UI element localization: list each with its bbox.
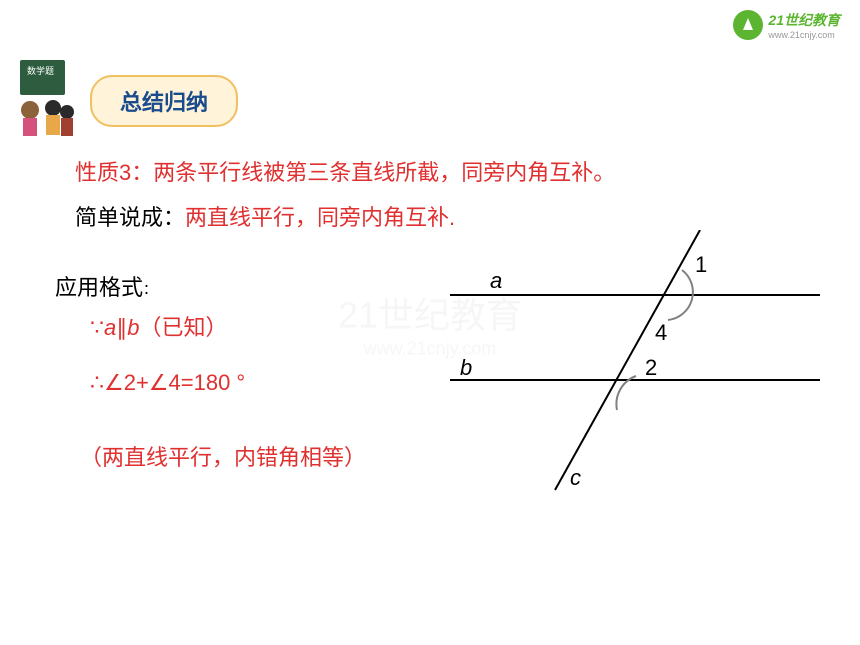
label-c: c: [570, 465, 581, 490]
logo: 21世纪教育 www.21cnjy.com: [733, 10, 840, 40]
svg-text:数学题: 数学题: [27, 65, 54, 76]
parallel-symbol: ∥: [116, 315, 127, 340]
proof-line-1: ∵a∥b（已知）: [90, 310, 228, 342]
var-a: a: [104, 315, 116, 340]
logo-subtext: www.21cnjy.com: [768, 30, 840, 40]
logo-icon: [733, 10, 763, 40]
label-angle-2: 2: [645, 355, 657, 380]
because-symbol: ∵: [90, 315, 104, 340]
property-text: 性质3：两条平行线被第三条直线所截，同旁内角互补。: [75, 155, 615, 187]
given-text: （已知）: [140, 315, 228, 340]
simple-content: 两直线平行，同旁内角互补.: [185, 205, 455, 230]
simple-text-line: 简单说成：两直线平行，同旁内角互补.: [75, 200, 455, 232]
var-b: b: [127, 315, 139, 340]
label-angle-1: 1: [695, 252, 707, 277]
proof-line-3: （两直线平行，内错角相等）: [80, 440, 366, 472]
format-label: 应用格式：: [55, 270, 157, 302]
geometry-diagram: a b c 1 4 2: [450, 230, 820, 510]
label-b: b: [460, 355, 472, 380]
logo-text: 21世纪教育: [768, 12, 840, 28]
simple-label: 简单说成：: [75, 205, 185, 230]
teacher-icon: 数学题: [15, 60, 80, 140]
line-c: [555, 230, 700, 490]
label-angle-4: 4: [655, 320, 667, 345]
proof-line-2: ∴∠2+∠4=180 °: [90, 370, 245, 396]
arc-angle-2: [616, 376, 636, 410]
format-label-text: 应用格式: [55, 275, 143, 300]
label-a: a: [490, 268, 502, 293]
summary-badge: 总结归纳: [90, 75, 238, 127]
